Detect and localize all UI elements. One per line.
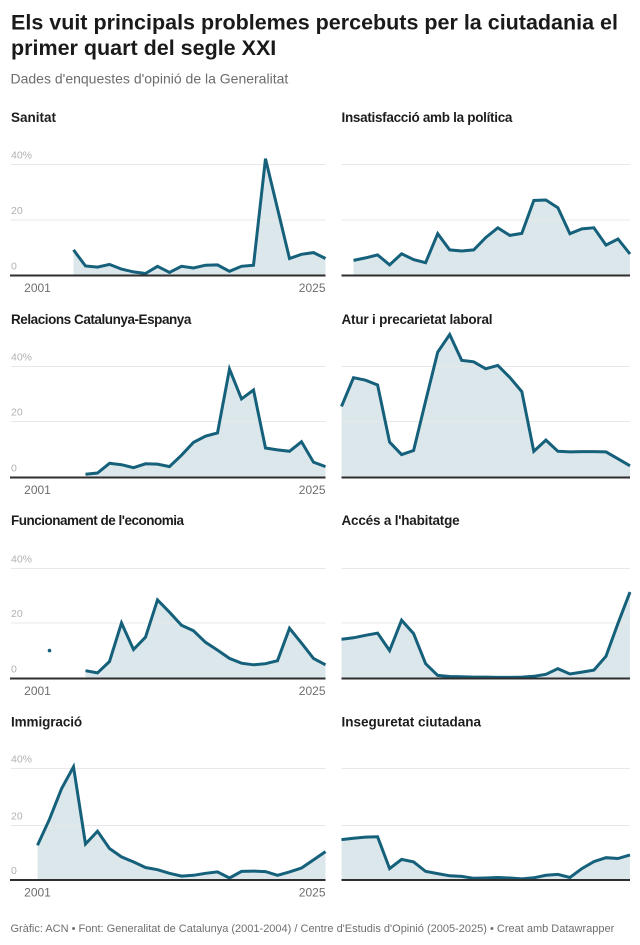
svg-text:Gràfic: ACN • Font: Generalita: Gràfic: ACN • Font: Generalitat de Catal…	[11, 923, 615, 935]
svg-text:40%: 40%	[11, 754, 32, 766]
svg-text:Relacions Catalunya-Espanya: Relacions Catalunya-Espanya	[11, 312, 192, 327]
svg-text:Sanitat: Sanitat	[11, 110, 57, 125]
svg-text:Atur i precarietat laboral: Atur i precarietat laboral	[342, 312, 493, 327]
svg-text:Funcionament de l'economia: Funcionament de l'economia	[11, 513, 184, 528]
svg-text:Dades d'enquestes d'opinió de: Dades d'enquestes d'opinió de la General…	[11, 71, 289, 87]
svg-text:2001: 2001	[24, 483, 51, 497]
svg-text:0: 0	[11, 463, 17, 475]
svg-text:20: 20	[11, 205, 23, 217]
svg-text:0: 0	[11, 865, 17, 877]
svg-text:40%: 40%	[11, 554, 32, 566]
svg-text:20: 20	[11, 608, 23, 620]
svg-text:20: 20	[11, 407, 23, 419]
svg-text:Insatisfacció amb la política: Insatisfacció amb la política	[342, 110, 513, 125]
svg-text:2025: 2025	[299, 483, 326, 497]
svg-text:2001: 2001	[24, 684, 51, 698]
svg-text:Accés a l'habitatge: Accés a l'habitatge	[342, 513, 461, 528]
svg-text:20: 20	[11, 811, 23, 823]
svg-text:2025: 2025	[299, 684, 326, 698]
svg-text:Inseguretat ciutadana: Inseguretat ciutadana	[342, 715, 482, 730]
svg-text:Immigració: Immigració	[11, 715, 82, 730]
svg-text:2025: 2025	[299, 886, 326, 900]
svg-text:40%: 40%	[11, 352, 32, 364]
svg-text:0: 0	[11, 261, 17, 273]
svg-text:0: 0	[11, 664, 17, 676]
svg-text:primer quart del segle XXI: primer quart del segle XXI	[11, 36, 276, 60]
svg-text:40%: 40%	[11, 150, 32, 162]
svg-text:2025: 2025	[299, 281, 326, 295]
svg-text:2001: 2001	[24, 281, 51, 295]
svg-text:Els vuit principals problemes: Els vuit principals problemes percebuts …	[11, 11, 618, 35]
svg-text:2001: 2001	[24, 886, 51, 900]
